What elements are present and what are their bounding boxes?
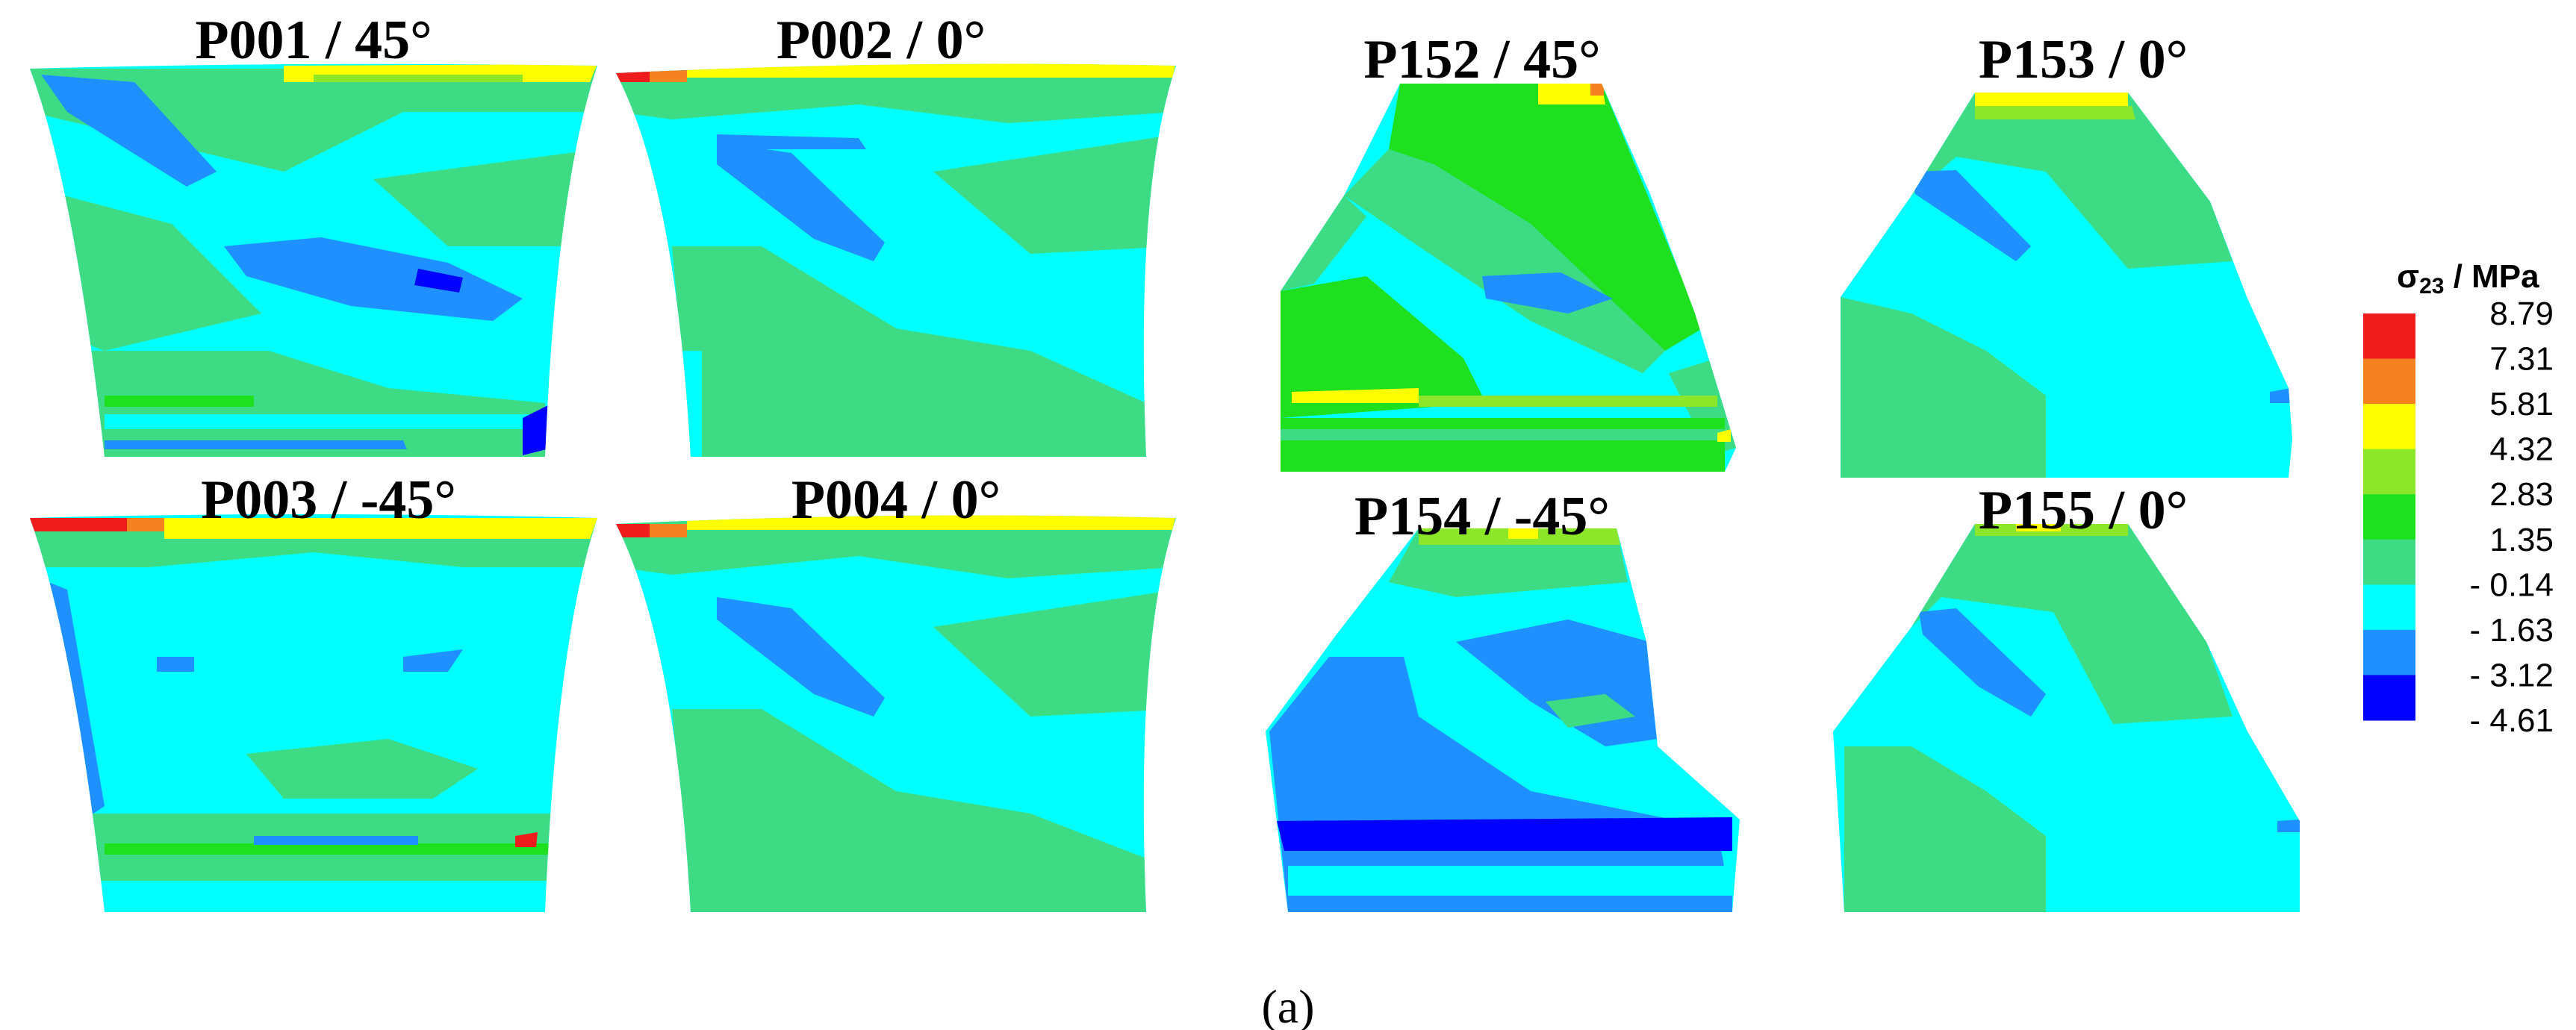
panel-p152: P152 / 45° — [1281, 29, 1736, 472]
panel-p003: P003 / -45° — [30, 469, 597, 912]
legend-swatch — [2363, 313, 2415, 360]
legend-tick-label: 4.32 — [2489, 431, 2554, 468]
legend-tick-label: 5.81 — [2489, 386, 2554, 422]
legend-swatch — [2363, 404, 2415, 450]
panel-title: P155 / 0° — [1979, 480, 2188, 541]
panel-title: P154 / -45° — [1354, 486, 1610, 547]
panel-p153: P153 / 0° — [1841, 29, 2292, 478]
panel-title: P152 / 45° — [1363, 29, 1600, 90]
legend-swatch — [2363, 358, 2415, 405]
panel-p004: P004 / 0° — [616, 469, 1176, 912]
panel-p154: P154 / -45° — [1266, 486, 1740, 912]
contour-field — [1833, 524, 2300, 912]
legend-tick-label: - 3.12 — [2469, 657, 2554, 693]
legend-swatch — [2363, 539, 2415, 585]
contour-field — [30, 63, 597, 457]
legend-tick-label: - 4.61 — [2469, 702, 2554, 739]
contour-field — [616, 63, 1176, 458]
panel-title: P153 / 0° — [1979, 29, 2188, 90]
legend-tick-label: 7.31 — [2489, 341, 2554, 378]
panel-title: P003 / -45° — [201, 469, 456, 531]
legend-tick-label: 2.83 — [2489, 476, 2554, 513]
legend-swatch — [2363, 494, 2415, 540]
legend-swatch — [2363, 584, 2415, 631]
legend-swatch — [2363, 675, 2415, 721]
legend-tick-label: - 0.14 — [2469, 566, 2554, 603]
legend-title: σ23 / MPa — [2397, 258, 2539, 299]
contour-field — [1266, 528, 1740, 912]
panel-title: P002 / 0° — [777, 10, 986, 71]
legend-swatch — [2363, 629, 2415, 675]
panel-p155: P155 / 0° — [1833, 480, 2300, 912]
contour-field — [1281, 84, 1736, 472]
figure-caption: (a) — [1261, 980, 1314, 1030]
legend-swatch — [2363, 449, 2415, 495]
legend-tick-label: 1.35 — [2489, 522, 2554, 558]
contour-field — [30, 514, 597, 912]
contour-field — [1841, 93, 2292, 478]
legend-tick-label: - 1.63 — [2469, 612, 2554, 649]
legend-color-bar — [2363, 313, 2415, 721]
contour-field — [616, 515, 1176, 912]
panel-p002: P002 / 0° — [616, 10, 1176, 458]
color-legend: σ23 / MPa 8.79 7.31 5.81 4.32 2.83 1.35 - 0.14… — [2363, 258, 2554, 739]
panel-title: P001 / 45° — [195, 10, 432, 71]
panel-title: P004 / 0° — [791, 469, 1001, 531]
legend-tick-label: 8.79 — [2489, 296, 2554, 332]
legend-tick-labels: 8.79 7.31 5.81 4.32 2.83 1.35 - 0.14 - 1.63 - 3.… — [2469, 296, 2554, 739]
panel-p001: P001 / 45° — [30, 10, 597, 457]
